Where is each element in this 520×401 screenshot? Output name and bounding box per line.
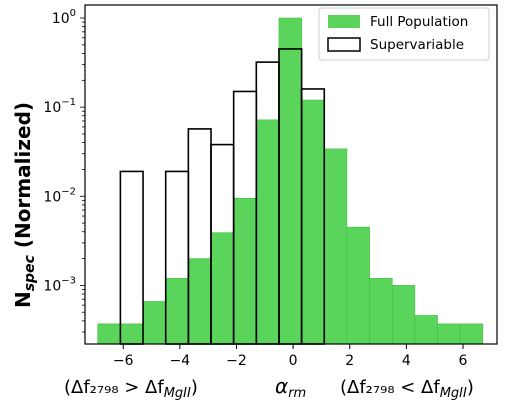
y-tick-label-3: 10−3 — [43, 275, 76, 294]
x-axis-label-left: (Δf₂₇₉₈ > ΔfMgII) — [64, 377, 198, 401]
legend-swatch-super — [327, 37, 361, 52]
x-tick-label-2: −2 — [226, 353, 247, 369]
svg-text:Nspec (Normalized): Nspec (Normalized) — [11, 102, 38, 308]
legend-label-full: Full Population — [370, 14, 468, 30]
full-population-bar-7 — [256, 119, 280, 345]
full-population-bar-6 — [233, 197, 257, 345]
y-axis-label-rest: (Normalized) — [11, 102, 35, 255]
y-tick-label-0: 100 — [52, 8, 76, 27]
full-population-bar-12 — [369, 278, 393, 345]
x-tick-label-3: 0 — [289, 353, 298, 369]
supervariable-bar-0 — [119, 170, 144, 345]
x-axis-ticks: −6 −4 −2 0 2 4 6 — [113, 344, 468, 369]
y-axis-label-sub: spec — [22, 254, 38, 291]
full-population-bar-5 — [210, 232, 234, 345]
full-population-bar-0 — [97, 323, 121, 345]
full-population-bar-11 — [346, 226, 370, 345]
full-population-bar-3 — [165, 278, 189, 345]
legend: Full Population Supervariable — [318, 7, 490, 61]
y-axis-label: Nspec (Normalized) — [11, 102, 38, 308]
full-population-bar-4 — [188, 258, 212, 345]
x-tick-label-1: −4 — [170, 353, 191, 369]
y-tick-label-1: 10−1 — [43, 97, 76, 116]
y-axis-label-main: N — [11, 291, 35, 308]
full-population-bar-13 — [391, 285, 416, 345]
plot-frame — [84, 4, 498, 345]
y-tick-label-2: 10−2 — [43, 186, 76, 205]
full-population-bar-15 — [437, 323, 461, 345]
x-tick-label-5: 4 — [402, 353, 411, 369]
full-population-bars — [97, 17, 484, 345]
full-population-bar-10 — [323, 148, 348, 345]
x-tick-label-4: 2 — [345, 353, 354, 369]
y-axis-ticks: 100 10−1 10−2 10−3 — [43, 8, 85, 333]
x-axis-label-right: (Δf₂₇₉₈ < ΔfMgII) — [340, 377, 474, 401]
legend-box — [318, 7, 490, 61]
x-tick-label-6: 6 — [459, 353, 468, 369]
x-axis-label-center: αrm — [275, 374, 306, 401]
x-tick-label-0: −6 — [113, 353, 134, 369]
full-population-bar-2 — [142, 301, 167, 345]
full-population-bar-9 — [301, 99, 325, 345]
full-population-bar-16 — [459, 323, 484, 345]
full-population-bar-8 — [278, 17, 302, 345]
full-population-bar-1 — [120, 323, 144, 345]
legend-swatch-full — [328, 15, 360, 28]
full-population-bar-14 — [414, 315, 438, 345]
legend-label-super: Supervariable — [370, 37, 464, 53]
